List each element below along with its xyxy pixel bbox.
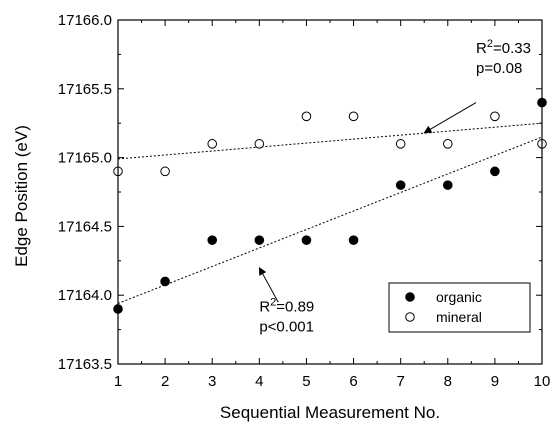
y-tick-label: 17165.0 [58, 150, 112, 167]
data-point-mineral [254, 139, 265, 149]
data-point-organic [160, 276, 170, 287]
annotation-arrow-mineral [423, 102, 477, 134]
y-axis-title: Edge Position (eV) [12, 125, 31, 267]
data-point-mineral [348, 111, 359, 122]
legend-marker-organic [405, 292, 415, 302]
x-tick-label: 4 [255, 373, 263, 390]
y-tick-label: 17165.5 [58, 81, 112, 98]
data-point-organic [348, 235, 359, 245]
x-axis-title: Sequential Measurement No. [220, 403, 440, 422]
x-tick-label: 10 [534, 373, 551, 390]
legend: organic mineral [388, 282, 531, 333]
fit-line-mineral [117, 122, 543, 160]
x-tick-label: 5 [302, 373, 310, 390]
data-point-organic [490, 166, 500, 177]
data-point-organic [395, 180, 406, 190]
legend-label-organic: organic [436, 289, 482, 305]
legend-label-mineral: mineral [436, 309, 482, 325]
data-point-organic [301, 235, 312, 245]
annotation-r2-organic: R2=0.89 [259, 297, 314, 316]
data-point-mineral [395, 139, 406, 149]
fit-line-organic [117, 136, 543, 304]
annotation-p-organic: p<0.001 [259, 319, 314, 336]
x-tick-label: 9 [491, 373, 499, 390]
annotation-r2-mineral: R2=0.33 [476, 38, 531, 57]
x-tick-label: 6 [349, 373, 357, 390]
data-point-organic [442, 180, 453, 190]
legend-box [388, 282, 531, 333]
y-tick-label: 17164.5 [58, 218, 112, 235]
x-tick-label: 8 [444, 373, 452, 390]
annotation-p-mineral: p=0.08 [476, 60, 522, 77]
data-point-mineral [301, 111, 312, 122]
data-point-mineral [207, 139, 218, 149]
x-tick-label: 2 [161, 373, 169, 390]
x-tick-label: 3 [208, 373, 216, 390]
data-point-mineral [160, 166, 170, 177]
data-point-mineral [490, 111, 500, 122]
y-tick-label: 17164.0 [58, 287, 112, 304]
data-point-organic [207, 235, 218, 245]
x-tick-label: 1 [114, 373, 122, 390]
annotation-arrow-organic [258, 266, 279, 303]
x-tick-label: 7 [396, 373, 404, 390]
legend-marker-mineral [405, 312, 415, 322]
y-tick-label: 17166.0 [58, 12, 112, 29]
y-tick-label: 17163.5 [58, 356, 112, 373]
data-point-organic [254, 235, 265, 245]
data-point-mineral [442, 139, 453, 149]
